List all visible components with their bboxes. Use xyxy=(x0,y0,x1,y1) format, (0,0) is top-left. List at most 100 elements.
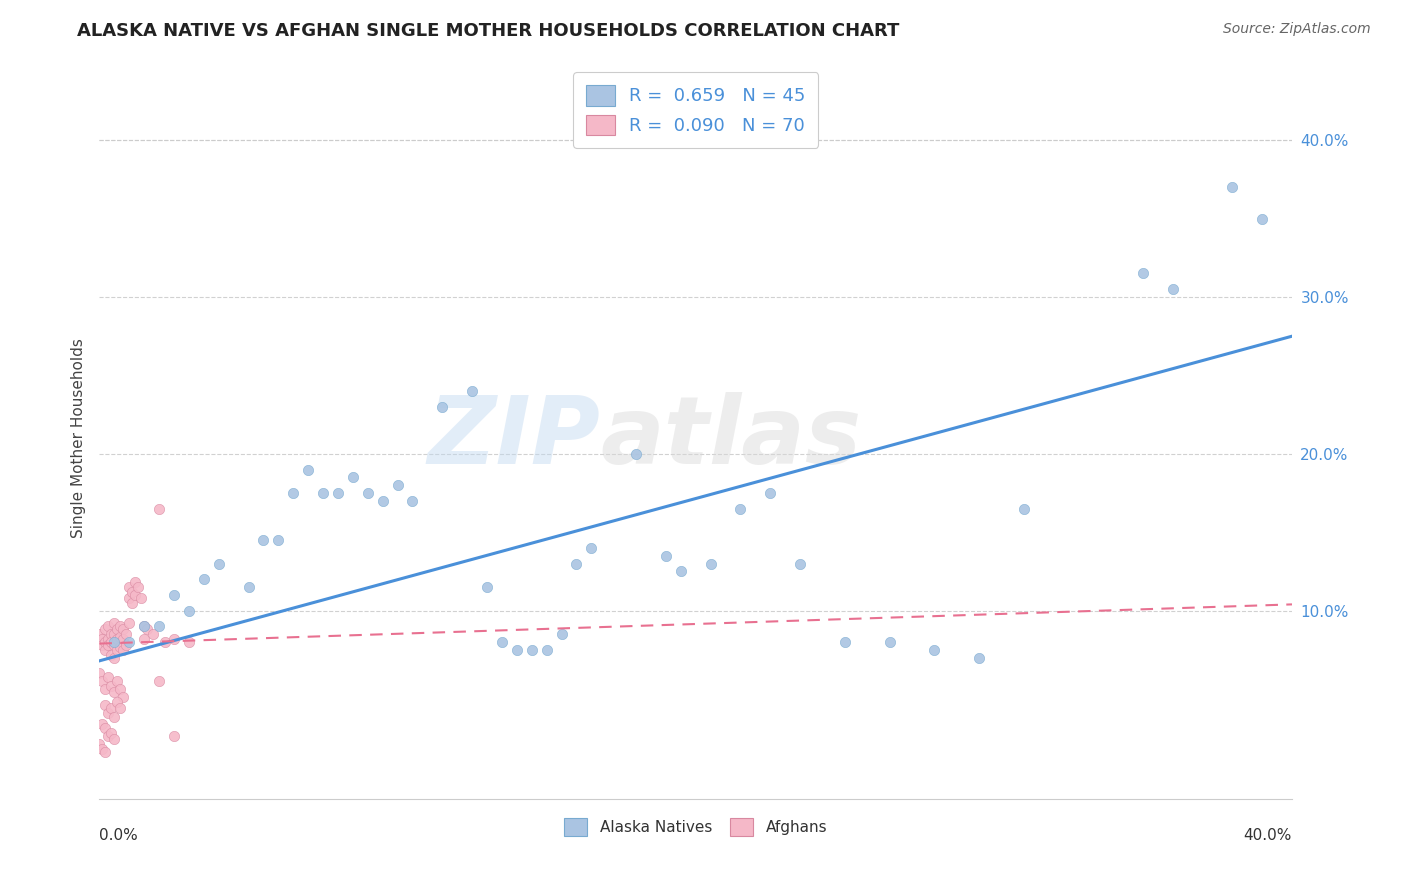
Point xyxy=(103,616,125,631)
Point xyxy=(759,486,782,500)
Point xyxy=(100,648,122,662)
Point xyxy=(110,681,132,696)
Point xyxy=(124,588,146,602)
Point xyxy=(371,494,394,508)
Point xyxy=(94,643,117,657)
Point xyxy=(922,643,945,657)
Point xyxy=(1161,282,1184,296)
Text: ALASKA NATIVE VS AFGHAN SINGLE MOTHER HOUSEHOLDS CORRELATION CHART: ALASKA NATIVE VS AFGHAN SINGLE MOTHER HO… xyxy=(77,22,900,40)
Point xyxy=(105,674,128,689)
Point xyxy=(127,580,149,594)
Point xyxy=(1012,501,1035,516)
Legend: Alaska Natives, Afghans: Alaska Natives, Afghans xyxy=(558,812,834,842)
Point xyxy=(432,400,454,414)
Point xyxy=(112,623,135,637)
Point xyxy=(97,669,120,683)
Y-axis label: Single Mother Households: Single Mother Households xyxy=(72,338,86,538)
Point xyxy=(506,643,529,657)
Point xyxy=(148,674,170,689)
Point xyxy=(297,462,319,476)
Point xyxy=(536,643,558,657)
Point xyxy=(208,557,231,571)
Point xyxy=(193,572,215,586)
Point xyxy=(834,635,856,649)
Point xyxy=(357,486,380,500)
Point xyxy=(100,701,122,715)
Point xyxy=(312,486,335,500)
Point xyxy=(142,627,165,641)
Point xyxy=(100,679,122,693)
Point xyxy=(148,501,170,516)
Point xyxy=(89,737,111,751)
Point xyxy=(103,635,125,649)
Point xyxy=(129,591,152,606)
Point xyxy=(967,650,990,665)
Point xyxy=(283,486,305,500)
Point xyxy=(103,627,125,641)
Point xyxy=(91,638,114,652)
Text: 0.0%: 0.0% xyxy=(100,828,138,843)
Point xyxy=(565,557,588,571)
Point xyxy=(879,635,901,649)
Point xyxy=(91,632,114,646)
Point xyxy=(163,632,186,646)
Point xyxy=(112,690,135,704)
Point xyxy=(89,627,111,641)
Point xyxy=(491,635,513,649)
Point xyxy=(1132,267,1154,281)
Point xyxy=(89,666,111,681)
Point xyxy=(520,643,543,657)
Point xyxy=(91,674,114,689)
Point xyxy=(112,632,135,646)
Point xyxy=(550,627,572,641)
Point xyxy=(118,616,141,631)
Point xyxy=(94,698,117,712)
Point xyxy=(97,638,120,652)
Point xyxy=(1222,180,1244,194)
Point xyxy=(655,549,678,563)
Point xyxy=(110,619,132,633)
Point xyxy=(115,627,138,641)
Point xyxy=(326,486,349,500)
Point xyxy=(581,541,603,555)
Point xyxy=(252,533,274,547)
Point xyxy=(97,632,120,646)
Point xyxy=(401,494,423,508)
Point xyxy=(148,619,170,633)
Point xyxy=(103,638,125,652)
Point xyxy=(461,384,484,398)
Point xyxy=(238,580,260,594)
Point xyxy=(163,588,186,602)
Point xyxy=(153,635,176,649)
Point xyxy=(97,729,120,743)
Point xyxy=(118,591,141,606)
Text: atlas: atlas xyxy=(600,392,862,484)
Point xyxy=(110,640,132,654)
Point xyxy=(97,619,120,633)
Point xyxy=(94,635,117,649)
Point xyxy=(121,584,143,599)
Point xyxy=(177,635,200,649)
Point xyxy=(91,716,114,731)
Point xyxy=(124,575,146,590)
Point xyxy=(115,638,138,652)
Point xyxy=(110,630,132,644)
Point xyxy=(94,681,117,696)
Point xyxy=(342,470,364,484)
Point xyxy=(100,726,122,740)
Text: Source: ZipAtlas.com: Source: ZipAtlas.com xyxy=(1223,22,1371,37)
Point xyxy=(100,627,122,641)
Point xyxy=(103,732,125,747)
Point xyxy=(94,745,117,759)
Point xyxy=(118,580,141,594)
Point xyxy=(789,557,811,571)
Point xyxy=(94,623,117,637)
Point xyxy=(669,565,692,579)
Text: ZIP: ZIP xyxy=(427,392,600,484)
Point xyxy=(100,635,122,649)
Point xyxy=(94,721,117,735)
Point xyxy=(105,695,128,709)
Point xyxy=(91,741,114,756)
Point xyxy=(163,729,186,743)
Point xyxy=(267,533,290,547)
